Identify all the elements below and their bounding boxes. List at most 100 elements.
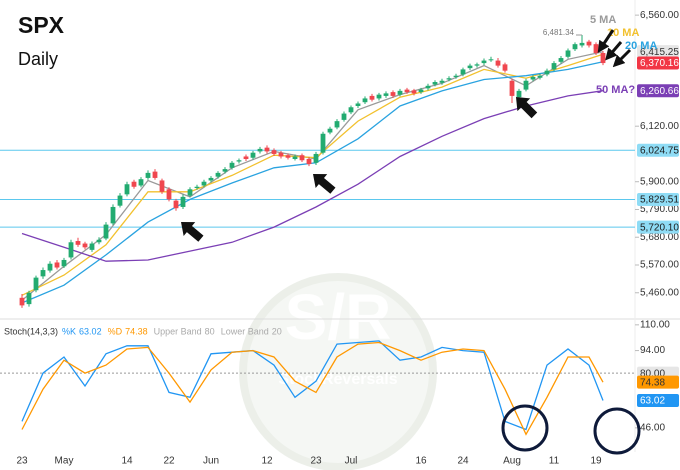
candle-body — [173, 200, 179, 209]
level-label: 5,720.10 — [640, 222, 679, 233]
legend-text: 80 — [205, 326, 215, 336]
candle-body — [495, 60, 501, 66]
candle-body — [103, 224, 109, 239]
annotation: 6,481.34 — [543, 28, 575, 37]
candle-body — [565, 50, 571, 57]
candle-body — [453, 75, 459, 77]
y-tick-label: 5,460.00 — [640, 287, 679, 298]
candle-body — [397, 90, 403, 95]
candle-body — [516, 90, 522, 98]
arrow — [181, 222, 204, 242]
candle-body — [47, 263, 53, 271]
candle-body — [383, 93, 389, 96]
x-tick-label: 22 — [163, 456, 175, 467]
candle-body — [82, 243, 88, 248]
candle-body — [537, 75, 543, 78]
candle-body — [26, 292, 32, 305]
candle-body — [320, 133, 326, 153]
level-label: 6,415.25 — [640, 47, 679, 58]
candle-body — [54, 262, 60, 268]
candle-body — [138, 179, 144, 186]
chart-title: SPX — [18, 12, 65, 38]
y-tick-label: 5,680.00 — [640, 232, 679, 243]
candle-body — [474, 64, 480, 66]
candle-body — [572, 44, 578, 50]
y-tick-label: 5,900.00 — [640, 176, 679, 187]
candle-body — [579, 42, 585, 46]
ma-label: 5 MA — [590, 14, 616, 26]
candle-body — [432, 82, 438, 85]
level-badge — [637, 220, 679, 234]
ma-label: 50 MA? — [596, 84, 635, 96]
level-badge — [637, 393, 679, 407]
candle-body — [348, 107, 354, 113]
candle-body — [439, 80, 445, 83]
candle-body — [460, 69, 466, 75]
candle-body — [68, 242, 74, 258]
watermark: S/R StockReversals — [239, 273, 437, 470]
y-tick-label: 6,560.00 — [640, 10, 679, 21]
x-tick-label: 14 — [121, 456, 133, 467]
candle-body — [19, 297, 25, 306]
x-tick-label: 12 — [261, 456, 273, 467]
level-badge — [637, 45, 679, 59]
x-tick-label: 24 — [457, 456, 469, 467]
arrow — [516, 97, 538, 119]
candle-body — [201, 181, 207, 186]
highlight-circle — [501, 404, 549, 452]
candle-body — [215, 172, 221, 177]
candle-body — [61, 259, 67, 267]
ma-line — [21, 90, 604, 262]
chart-subtitle: Daily — [18, 49, 58, 69]
candle-body — [243, 156, 249, 159]
candle-body — [159, 180, 165, 192]
candle-body — [369, 95, 375, 100]
arrows — [181, 29, 632, 242]
candle-body — [306, 159, 312, 165]
ma-label: 10 MA — [607, 27, 639, 39]
candle-body — [558, 58, 564, 62]
level-label: 80.00 — [640, 368, 665, 379]
candle-body — [285, 155, 291, 158]
candle-body — [446, 78, 452, 80]
watermark-name: StockReversals — [278, 371, 397, 388]
candle-body — [327, 128, 333, 133]
x-tick-label: 23 — [16, 456, 28, 467]
candle-body — [418, 89, 424, 93]
highlight-circle — [593, 407, 641, 455]
candle-body — [600, 53, 606, 64]
candle-body — [509, 80, 515, 96]
x-tick-label: 19 — [590, 456, 602, 467]
candle-body — [551, 63, 557, 70]
arrow — [597, 29, 615, 53]
candle-body — [145, 172, 151, 178]
y-tick-label: 94.00 — [640, 345, 665, 356]
candle-body — [194, 186, 200, 189]
ma-label: 20 MA — [625, 40, 657, 52]
candle-body — [271, 150, 277, 154]
candle-body — [488, 59, 494, 61]
x-tick-label: Aug — [503, 456, 521, 467]
candle-body — [152, 171, 158, 178]
candle-body — [124, 184, 130, 195]
level-badge — [637, 84, 679, 98]
candle-body — [481, 60, 487, 64]
candle-body — [257, 148, 263, 152]
candle-body — [467, 65, 473, 69]
legend-text: Upper Band — [154, 326, 202, 336]
candle-body — [390, 92, 396, 96]
legend-text: 74.38 — [125, 326, 148, 336]
candle-body — [187, 189, 193, 196]
x-tick-label: 16 — [415, 456, 427, 467]
candle-body — [376, 94, 382, 99]
candle-body — [313, 153, 319, 163]
candle-body — [131, 181, 137, 187]
x-tick-label: Jun — [203, 456, 219, 467]
candle-body — [229, 162, 235, 168]
level-badge — [637, 143, 679, 157]
x-tick-label: Jul — [345, 456, 358, 467]
legend-text: Lower Band — [221, 326, 269, 336]
candle-body — [236, 160, 242, 162]
candle-body — [208, 177, 214, 181]
arrow — [612, 48, 632, 68]
